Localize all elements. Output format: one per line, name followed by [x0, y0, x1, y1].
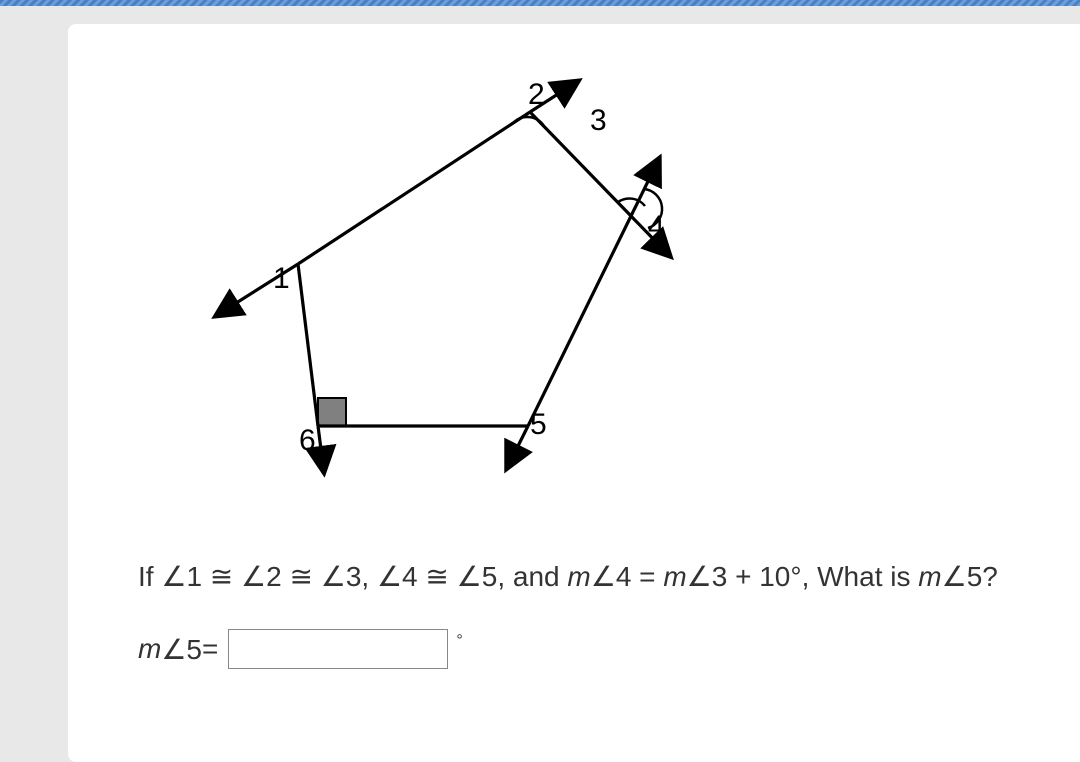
label-angle-5: 5 — [530, 408, 547, 442]
arc-angle-2 — [514, 117, 544, 126]
ray-d-low — [510, 426, 528, 462]
page-top-border — [0, 0, 1080, 6]
answer-unit: ° — [456, 632, 462, 650]
label-angle-3: 3 — [590, 104, 607, 138]
figure-svg — [158, 64, 778, 504]
geometry-figure: 1 2 3 4 5 6 — [158, 64, 778, 504]
side-cd — [528, 216, 631, 426]
question-text: If ∠1 ≅ ∠2 ≅ ∠3, ∠4 ≅ ∠5, and m∠4 = m∠3 … — [138, 560, 1038, 593]
side-bc — [530, 112, 631, 216]
side-ab — [298, 112, 530, 264]
ray-e-ext — [318, 426, 323, 465]
question-card: 1 2 3 4 5 6 If ∠1 ≅ ∠2 ≅ ∠3, ∠4 ≅ ∠5, an… — [68, 24, 1080, 762]
label-angle-6: 6 — [299, 424, 316, 458]
answer-m: m — [138, 633, 161, 665]
side-ea — [298, 264, 318, 426]
answer-equals: = — [202, 633, 218, 665]
label-angle-2: 2 — [528, 78, 545, 112]
answer-angle: ∠5 — [161, 633, 202, 666]
right-angle-marker — [318, 398, 346, 426]
answer-input[interactable] — [228, 629, 448, 669]
label-angle-4: 4 — [648, 210, 665, 244]
answer-row: m∠5 = ° — [138, 629, 1038, 669]
label-angle-1: 1 — [273, 262, 290, 296]
